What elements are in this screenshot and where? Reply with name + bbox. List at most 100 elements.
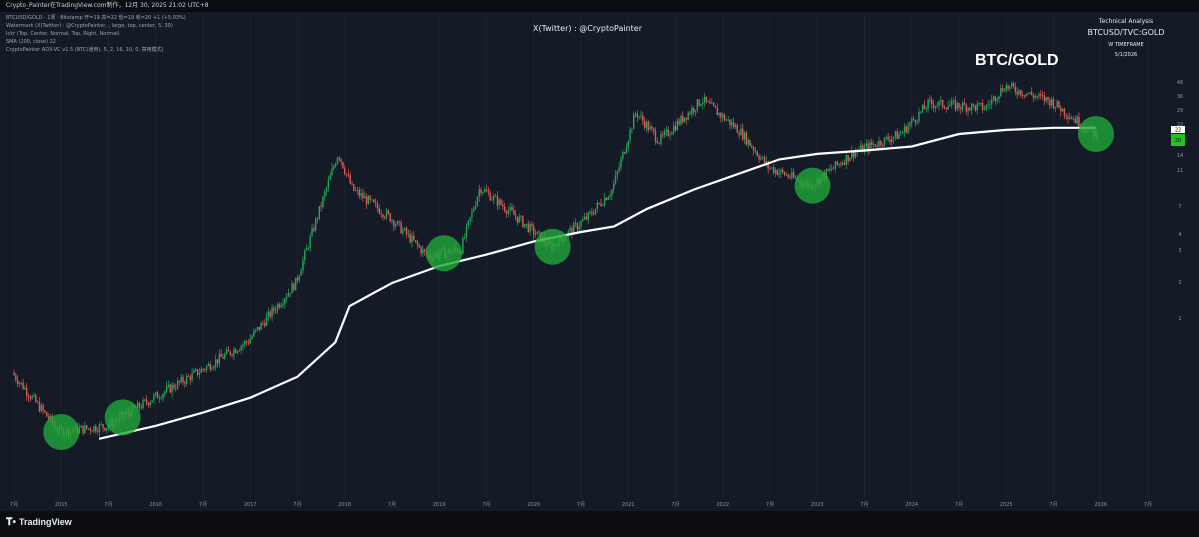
indicator-row-symbol[interactable]: BTCUSD/GOLD · 1周 · Bitstamp 开=19 高=22 低=… xyxy=(6,15,186,21)
candle-body xyxy=(658,142,660,144)
candle-body xyxy=(923,105,926,110)
x-tick-label: 2020 xyxy=(527,502,540,508)
candle-body xyxy=(914,120,917,123)
candle-body xyxy=(1056,101,1058,107)
candle-body xyxy=(925,108,927,110)
candle-body xyxy=(593,214,595,215)
indicator-row-watermark[interactable]: Watermark (X(Twitter) : @CryptoPainter, … xyxy=(6,23,173,29)
candle-body xyxy=(749,139,751,146)
candle-body xyxy=(1058,101,1060,108)
indicator-row-ickr[interactable]: Ickr (Top, Center, Normal, Top, Right, N… xyxy=(6,31,120,37)
candle-body xyxy=(762,156,764,158)
candle-body xyxy=(825,169,828,179)
candle-body xyxy=(774,170,777,174)
tradingview-logo[interactable]: 𝐓• TradingView xyxy=(6,517,72,528)
candle-body xyxy=(840,163,842,165)
candle-body xyxy=(271,307,273,317)
candle-body xyxy=(471,211,473,218)
candle-body xyxy=(100,424,102,426)
candle-body xyxy=(876,146,878,148)
candle-body xyxy=(1047,97,1049,101)
candle-body xyxy=(991,99,993,105)
candle-body xyxy=(687,112,689,120)
candle-body xyxy=(1061,108,1064,112)
candle-body xyxy=(987,104,989,106)
support-touch-circle xyxy=(1078,116,1115,153)
candle-body xyxy=(736,125,738,133)
candle-body xyxy=(376,203,379,209)
candle-body xyxy=(496,195,499,206)
candle-body xyxy=(516,216,519,223)
candle-body xyxy=(105,427,108,431)
candle-body xyxy=(309,235,311,248)
candle-body xyxy=(202,368,204,370)
candle-body xyxy=(398,221,400,223)
candle-body xyxy=(961,102,964,110)
candle-body xyxy=(414,240,417,242)
candle-body xyxy=(276,304,279,311)
candle-body xyxy=(905,126,907,133)
candle-body xyxy=(936,105,938,107)
candle-body xyxy=(358,190,360,197)
candle-body xyxy=(334,164,337,167)
candle-body xyxy=(1007,85,1009,89)
candle-body xyxy=(469,217,471,221)
candle-body xyxy=(985,105,987,109)
candle-body xyxy=(36,401,39,403)
candle-body xyxy=(364,196,366,199)
candle-body xyxy=(342,161,344,169)
candle-body xyxy=(298,275,301,281)
candle-body xyxy=(771,167,773,169)
candle-body xyxy=(669,134,671,136)
candle-body xyxy=(267,311,270,317)
candle-body xyxy=(614,175,617,184)
candle-body xyxy=(1005,85,1007,91)
candle-body xyxy=(176,380,179,389)
candle-body xyxy=(752,147,755,151)
candle-body xyxy=(983,108,986,110)
candle-body xyxy=(1003,90,1006,92)
x-tick-label: 2021 xyxy=(622,502,635,508)
candle-body xyxy=(678,120,680,125)
candle-body xyxy=(387,210,390,214)
candle-body xyxy=(424,249,426,252)
candle-body xyxy=(1021,95,1024,97)
analysis-date: 5/1/2026 xyxy=(1114,52,1138,58)
candle-body xyxy=(164,391,166,394)
candle-body xyxy=(198,372,201,375)
candle-body xyxy=(838,163,840,165)
candle-body xyxy=(1076,116,1078,123)
y-tick-label: 46 xyxy=(1177,80,1183,86)
candle-body xyxy=(787,174,789,178)
indicator-row-sma[interactable]: SMA (200, close) 22 xyxy=(6,39,56,45)
candle-body xyxy=(98,424,101,433)
candle-body xyxy=(662,134,664,136)
candle-body xyxy=(1016,91,1018,95)
candle-body xyxy=(871,142,873,145)
candle-body xyxy=(582,219,584,222)
candle-body xyxy=(502,204,504,207)
candle-body xyxy=(587,212,589,220)
candle-body xyxy=(654,131,657,141)
candle-body xyxy=(525,223,528,225)
candle-body xyxy=(331,168,333,176)
candle-body xyxy=(491,199,493,201)
candle-body xyxy=(625,147,628,154)
candle-body xyxy=(227,349,230,352)
indicator-row-adx[interactable]: CryptoPainter ADX-VC v1.5 (BTC(通用), 5, 2… xyxy=(6,47,164,53)
candle-body xyxy=(609,195,611,198)
candle-body xyxy=(138,402,141,408)
candle-body xyxy=(931,99,933,105)
candle-body xyxy=(269,311,271,317)
candle-body xyxy=(676,120,679,131)
candle-body xyxy=(645,121,648,128)
x-tick-label: 7月 xyxy=(199,502,207,508)
candle-body xyxy=(711,102,713,104)
candle-body xyxy=(189,376,191,381)
candle-body xyxy=(843,162,846,165)
candle-body xyxy=(162,393,164,399)
candle-body xyxy=(485,189,488,191)
candle-body xyxy=(758,155,760,160)
